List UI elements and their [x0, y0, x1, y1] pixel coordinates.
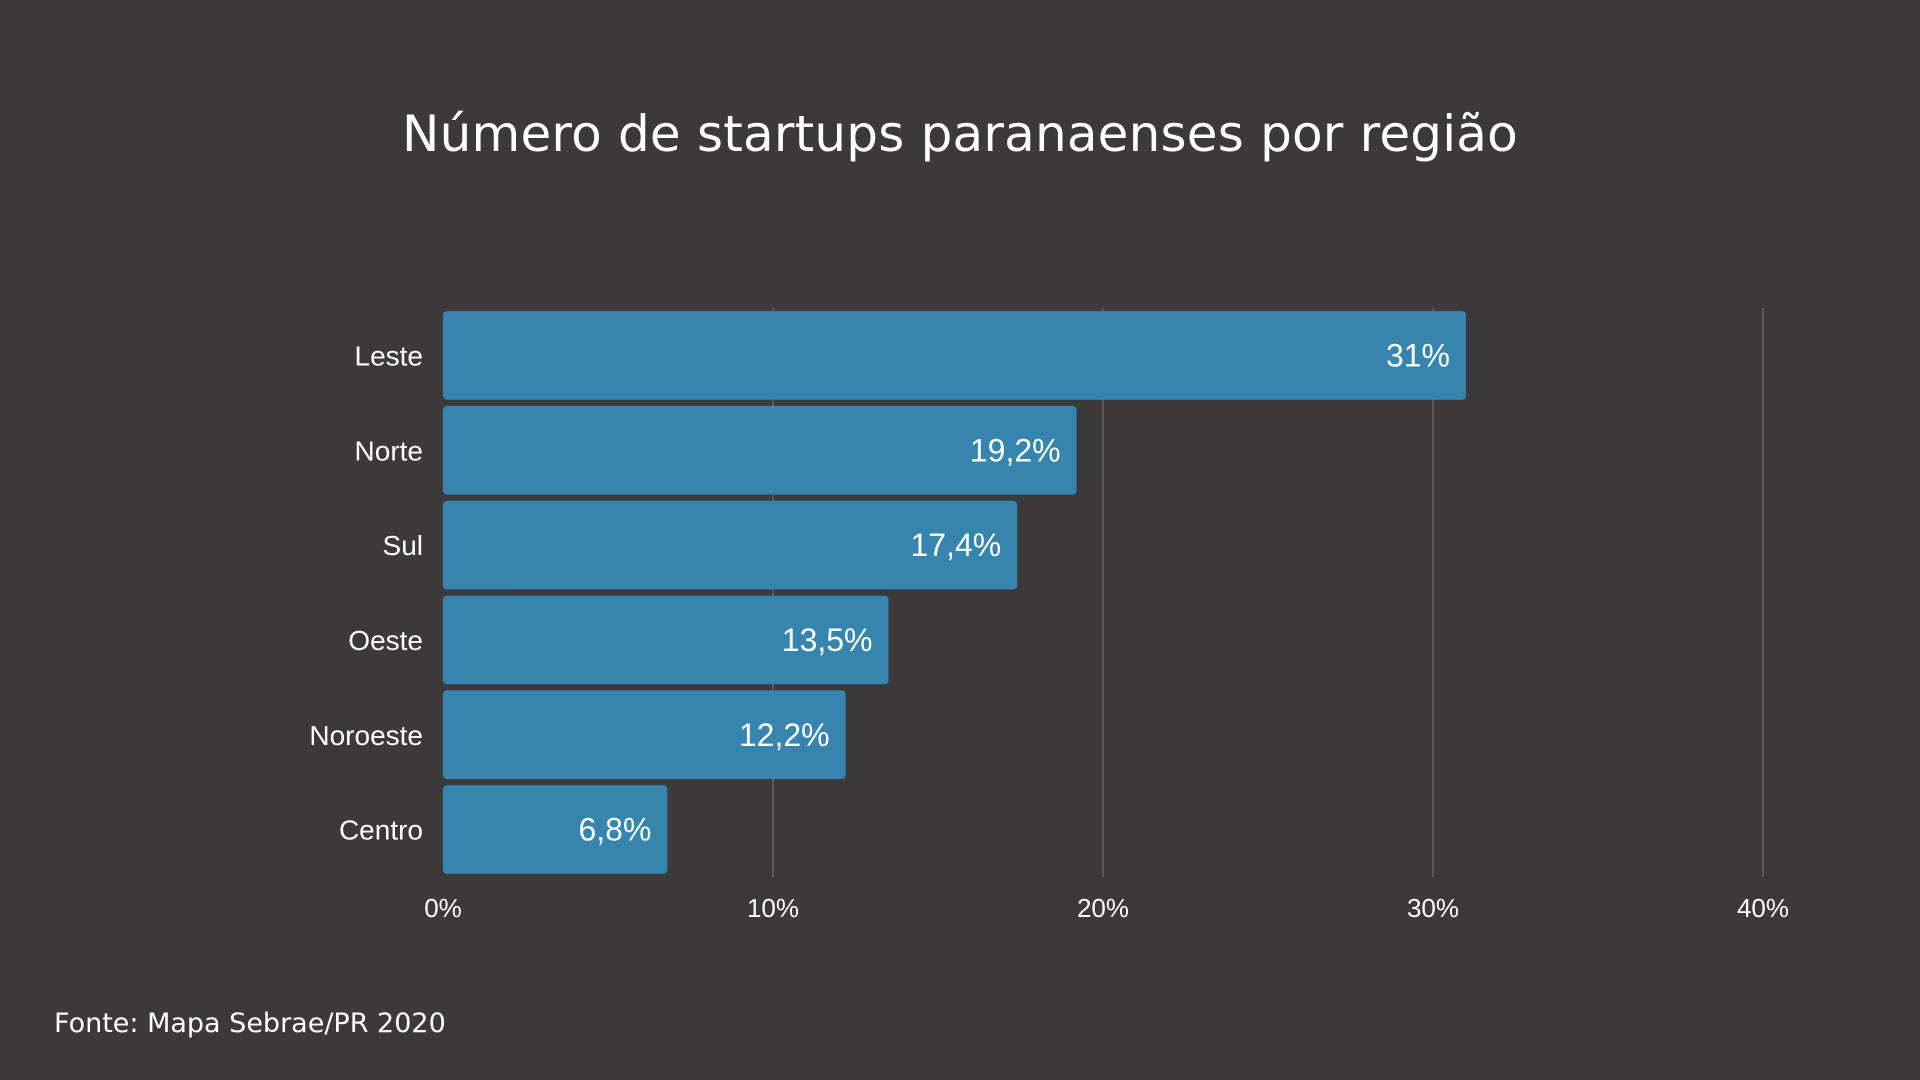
bar — [443, 405, 1077, 495]
data-label: 12,2% — [739, 717, 830, 753]
category-label: Sul — [383, 530, 423, 561]
grid-lines — [772, 308, 1764, 877]
chart-title: Número de startups paranaenses por regiã… — [402, 105, 1518, 163]
category-label: Norte — [355, 435, 423, 466]
x-tick-label: 20% — [1077, 893, 1129, 923]
bar — [443, 785, 668, 874]
data-label: 19,2% — [970, 432, 1061, 468]
bars — [443, 311, 1466, 874]
x-tick-label: 10% — [747, 893, 799, 923]
category-label: Leste — [355, 340, 424, 371]
source-note: Fonte: Mapa Sebrae/PR 2020 — [54, 1008, 446, 1039]
data-label: 13,5% — [782, 622, 873, 658]
data-label: 17,4% — [910, 527, 1001, 563]
category-labels: Leste Norte Sul Oeste Noroeste Centro — [309, 340, 423, 845]
data-label: 6,8% — [578, 812, 651, 848]
x-tick-label: 30% — [1407, 893, 1459, 923]
bar — [443, 500, 1018, 590]
category-label: Oeste — [348, 625, 423, 656]
bar — [443, 311, 1466, 400]
value-labels: 31% 19,2% 17,4% 13,5% 12,2% 6,8% — [578, 337, 1450, 847]
x-tick-label: 0% — [424, 893, 462, 923]
bar — [443, 595, 889, 685]
bar — [443, 690, 846, 780]
category-label: Centro — [339, 815, 423, 846]
category-label: Noroeste — [309, 720, 423, 751]
x-tick-label: 40% — [1737, 893, 1789, 923]
x-axis-tick-labels: 0% 10% 20% 30% 40% — [424, 893, 1789, 923]
data-label: 31% — [1386, 337, 1450, 373]
